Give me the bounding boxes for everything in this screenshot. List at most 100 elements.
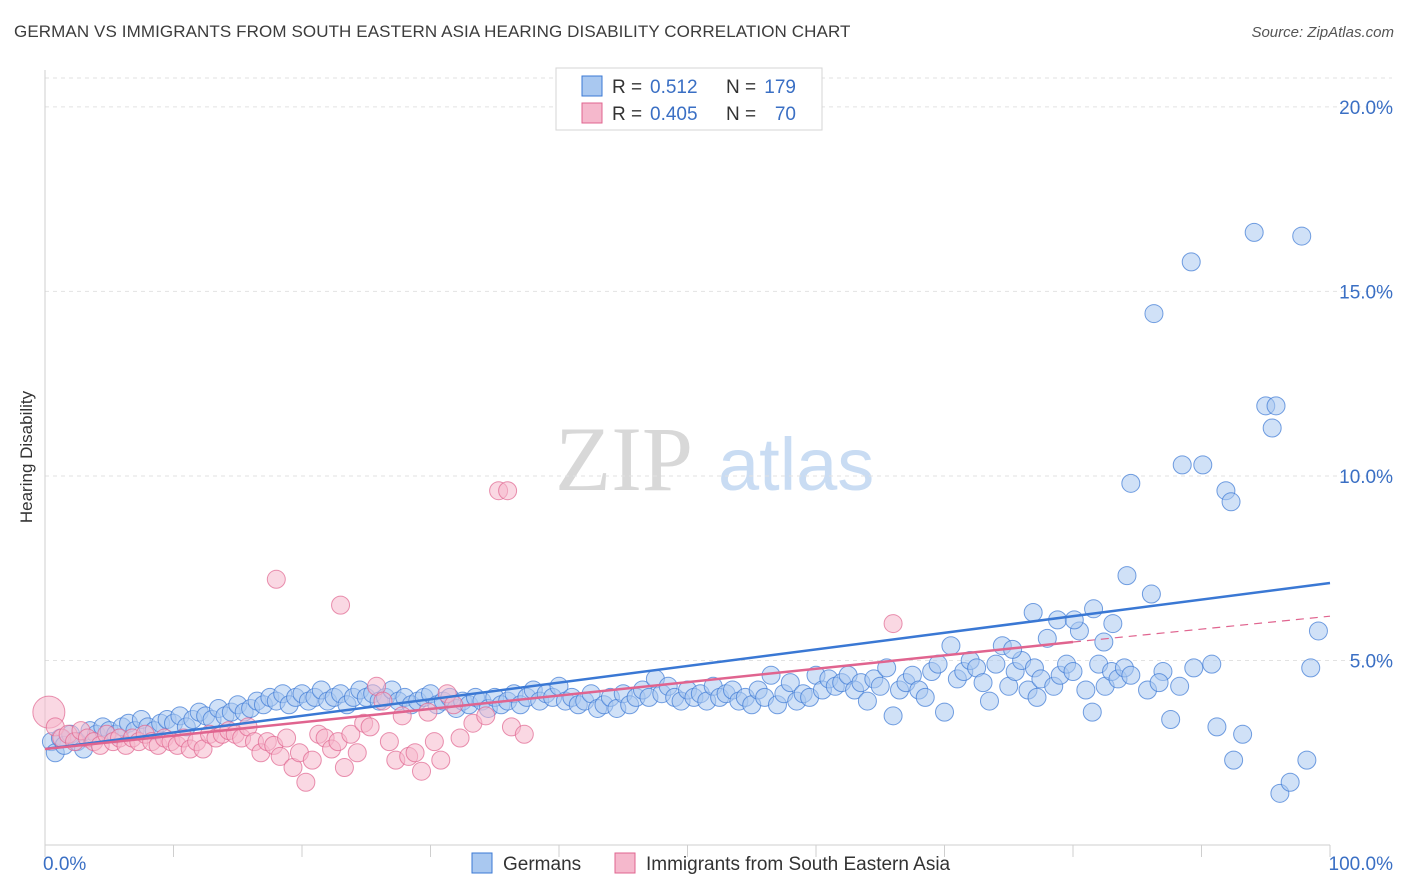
data-point (379, 732, 399, 752)
data-point (780, 673, 800, 693)
data-point (412, 761, 432, 781)
data-point (857, 691, 877, 711)
bottom-legend-label: Immigrants from South Eastern Asia (646, 854, 951, 875)
data-point (1181, 252, 1201, 272)
trend-line-1 (44, 640, 1074, 751)
series-1 (32, 481, 903, 792)
data-point (1280, 772, 1300, 792)
data-point (1064, 610, 1084, 630)
data-point (1117, 566, 1137, 586)
data-point (1063, 662, 1083, 682)
data-point (1221, 492, 1241, 512)
data-point (1144, 304, 1164, 324)
legend-swatch (581, 102, 603, 124)
data-point (1244, 222, 1264, 242)
legend-r-label: R = (612, 77, 642, 98)
data-point (424, 732, 444, 752)
data-point (1161, 710, 1181, 730)
y-tick-label: 15.0% (1339, 282, 1393, 303)
x-tick-label-max: 100.0% (1329, 854, 1394, 875)
legend-n-value: 179 (764, 77, 796, 98)
data-point (392, 706, 412, 726)
legend-n-label: N = (726, 104, 756, 125)
data-point (270, 746, 290, 766)
data-point (1207, 717, 1227, 737)
data-point (1292, 226, 1312, 246)
data-point (1266, 396, 1286, 416)
data-point (1301, 658, 1321, 678)
data-point (1121, 473, 1141, 493)
data-point (331, 595, 351, 615)
legend-n-value: 70 (775, 104, 796, 125)
data-point (498, 481, 518, 501)
data-point (405, 743, 425, 763)
data-point (883, 614, 903, 634)
series-0 (41, 222, 1328, 803)
data-point (1082, 702, 1102, 722)
data-point (1141, 584, 1161, 604)
data-point (1027, 687, 1047, 707)
data-point (1297, 750, 1317, 770)
data-point (1202, 654, 1222, 674)
x-tick-label-min: 0.0% (43, 854, 86, 875)
bottom-legend: Germans Immigrants from South Eastern Asi… (471, 852, 951, 875)
data-point (1103, 614, 1123, 634)
legend-r-label: R = (612, 104, 642, 125)
data-point (935, 702, 954, 722)
bottom-legend-swatch (614, 852, 636, 874)
data-point (302, 750, 322, 770)
data-point (360, 717, 380, 737)
data-point (341, 724, 361, 744)
data-point (347, 743, 367, 763)
data-point (941, 636, 961, 656)
data-point (1184, 658, 1204, 678)
legend-box: R = 0.512 N = 179 R = 0.405 N = 70 (555, 67, 823, 131)
data-point (1233, 724, 1253, 744)
legend-n-label: N = (726, 77, 756, 98)
y-tick-label: 5.0% (1350, 651, 1393, 672)
data-point (1037, 628, 1057, 648)
legend-swatch (581, 75, 603, 97)
data-point (266, 569, 286, 589)
data-point (883, 706, 903, 726)
data-point (1149, 673, 1169, 693)
data-point (277, 728, 297, 748)
data-point (514, 724, 534, 744)
y-tick-label: 10.0% (1339, 467, 1393, 488)
data-point (476, 706, 496, 726)
data-point (986, 654, 1006, 674)
data-point (431, 750, 451, 770)
data-point (1308, 621, 1328, 641)
y-axis-label: Hearing Disability (17, 390, 36, 523)
data-point (870, 676, 890, 696)
trend-line-dashed-1 (1072, 615, 1331, 643)
data-point (450, 728, 470, 748)
data-point (1262, 418, 1282, 438)
data-point (1023, 603, 1043, 622)
data-point (877, 658, 897, 678)
bottom-legend-swatch (471, 852, 493, 874)
watermark-zip: ZIP (555, 408, 693, 510)
data-point (1224, 750, 1244, 770)
trend-line-0 (44, 581, 1331, 751)
data-point (915, 687, 935, 707)
data-point (1193, 455, 1213, 475)
chart-source: Source: ZipAtlas.com (1251, 24, 1394, 41)
data-point (1121, 665, 1141, 685)
data-point (418, 702, 438, 722)
watermark-atlas: atlas (718, 423, 874, 506)
data-point (1094, 632, 1114, 652)
legend-r-value: 0.512 (650, 77, 698, 98)
data-point (979, 691, 999, 711)
y-tick-label: 20.0% (1339, 98, 1393, 119)
data-point (1170, 676, 1190, 696)
legend-r-value: 0.405 (650, 104, 698, 125)
data-point (334, 758, 354, 777)
data-point (973, 673, 993, 693)
data-point (1172, 455, 1192, 475)
data-point (1076, 680, 1096, 700)
bottom-legend-label: Germans (503, 854, 581, 875)
data-point (296, 772, 316, 792)
chart-title: GERMAN VS IMMIGRANTS FROM SOUTH EASTERN … (14, 22, 851, 41)
